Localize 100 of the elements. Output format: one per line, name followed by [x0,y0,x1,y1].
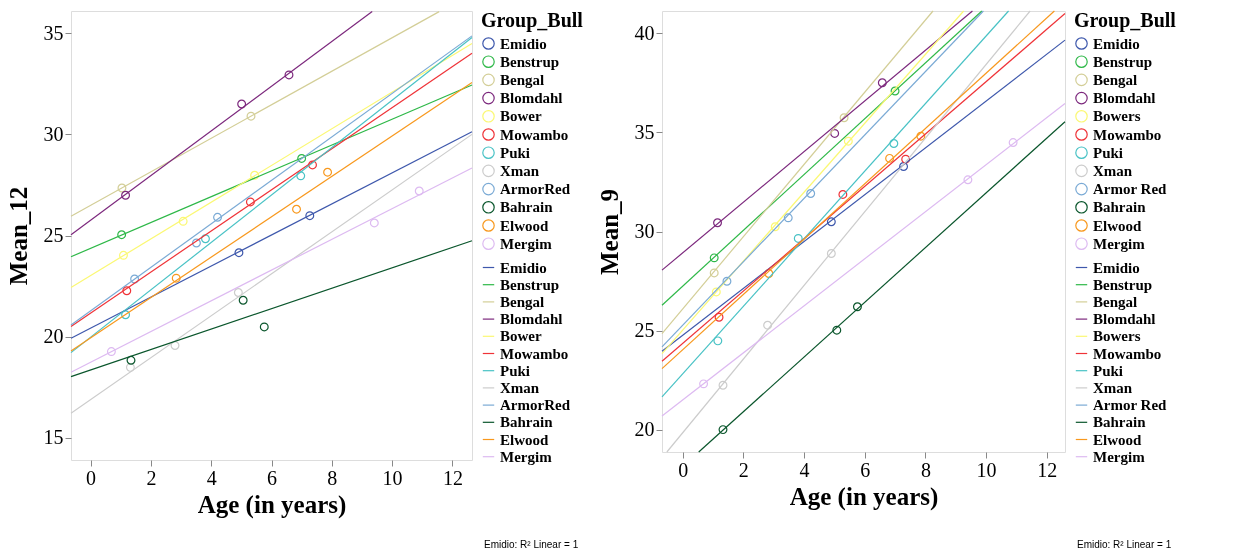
legend-label: Mowambo [1093,126,1162,143]
legend-label: ArmorRed [500,397,571,414]
legend-label: Xman [500,379,540,396]
legend-label: Bower [500,108,542,125]
point [121,310,131,320]
y-tick-label: 25 [43,224,64,246]
point [414,186,424,196]
point [297,153,307,163]
point [106,347,116,357]
point [709,268,719,278]
legend-label: ArmorRed [500,181,571,198]
legend-label: Benstrup [500,53,560,70]
point [369,218,379,228]
point [832,325,842,335]
point [117,230,127,240]
legend-label: Mowambo [500,126,569,143]
legend-label: Blomdahl [1093,90,1156,107]
point [763,320,773,330]
point [806,189,816,198]
point [718,380,728,390]
legend-label: Bengal [500,293,545,310]
legend-label: Bengal [500,71,545,88]
legend-label: Xman [500,162,540,179]
point [305,211,315,221]
point [121,190,131,200]
point [245,197,255,207]
y-tick-label: 30 [43,122,64,145]
point [963,175,973,185]
y-tick-label: 35 [634,120,655,143]
point [130,274,140,284]
legend-label: Emidio [500,35,547,52]
legend-label: Emidio [1093,35,1140,52]
y-tick-label: 20 [634,418,655,441]
point [889,139,899,148]
point [237,99,247,109]
x-tick-label: 0 [678,458,689,481]
point [770,222,780,232]
x-tick-label: 8 [920,458,931,481]
x-tick-label: 2 [146,466,157,489]
legend-label: Bengal [1093,71,1138,88]
legend-label: Armor Red [1093,181,1168,198]
legend-label: Bowers [1093,328,1141,345]
legend-label: Bahrain [500,414,554,431]
point [711,287,721,297]
point [213,212,222,222]
point [1008,138,1018,148]
point [916,131,926,141]
text: Emidio: R² Linear = 1 [1077,539,1172,550]
point [125,362,135,372]
point [118,250,128,260]
legend-title: Group_Bull [481,9,584,32]
legend-label: Mergim [1093,235,1146,252]
x-tick-label: 6 [267,466,277,489]
legend-label: Elwood [500,431,549,448]
x-tick-label: 12 [1037,458,1058,481]
y-tick-label: 20 [43,325,64,348]
point [699,379,709,389]
legend-label: Emidio [500,259,547,276]
y-tick-label: 35 [43,21,64,44]
x-tick-label: 2 [738,458,749,481]
y-tick-label: 30 [634,220,655,242]
point [250,170,260,180]
point [718,425,728,435]
legend-title: Group_Bull [1074,9,1177,32]
legend-label: Elwood [1093,217,1142,234]
legend-label: Blomdahl [500,311,563,328]
point [201,234,210,244]
point [783,213,793,223]
point [233,288,243,297]
point [713,336,723,346]
point [722,276,732,286]
point [826,217,836,227]
legend-label: Bower [500,328,542,345]
point [826,249,836,258]
legend-label: Blomdahl [500,90,563,107]
y-tick-label: 15 [43,426,64,449]
point [234,248,244,258]
legend-label: Elwood [500,217,549,234]
x-tick-label: 6 [860,458,871,481]
point [246,111,256,121]
legend-label: Bengal [1093,293,1138,310]
legend-label: Bahrain [1093,199,1147,216]
point [852,302,862,312]
y-tick-label: 25 [634,319,655,342]
x-tick-label: 4 [206,466,217,489]
point [830,128,840,138]
legend-label: Mergim [500,235,553,252]
x-tick-label: 10 [976,458,997,481]
legend-label: Bahrain [1093,414,1147,431]
legend-label: Armor Red [1093,397,1168,414]
legend-label: Mergim [500,448,553,465]
point [117,183,127,193]
point [877,78,887,88]
point [284,70,294,80]
legend-label: Mowambo [1093,345,1162,362]
point [899,162,909,171]
x-tick-label: 12 [442,466,463,489]
legend-label: Benstrup [500,276,560,293]
point [323,167,333,177]
legend-label: Xman [1093,379,1133,396]
